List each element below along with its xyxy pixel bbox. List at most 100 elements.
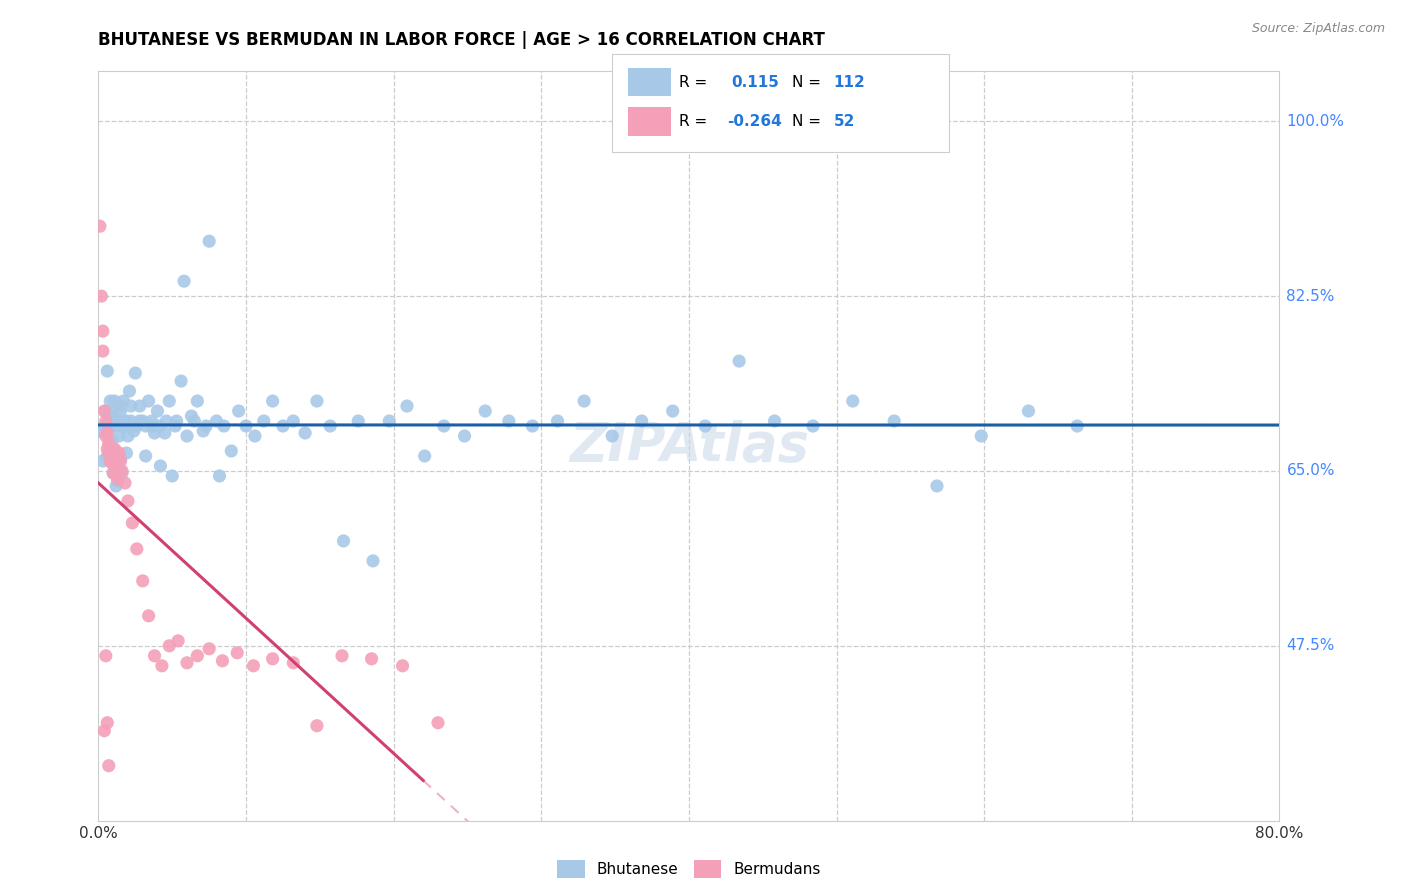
Point — [157, 394, 180, 409]
Point — [117, 419, 139, 434]
Point — [283, 656, 305, 670]
Point — [98, 394, 121, 409]
Point — [100, 419, 122, 434]
Point — [360, 652, 382, 666]
Point — [132, 574, 155, 588]
Text: BHUTANESE VS BERMUDAN IN LABOR FORCE | AGE > 16 CORRELATION CHART: BHUTANESE VS BERMUDAN IN LABOR FORCE | A… — [98, 31, 825, 49]
Point — [94, 648, 117, 663]
Point — [91, 324, 114, 338]
Point — [110, 404, 132, 418]
Point — [115, 446, 138, 460]
Point — [801, 419, 824, 434]
Point — [453, 429, 475, 443]
Point — [228, 404, 250, 418]
Point — [108, 414, 131, 428]
Point — [114, 475, 136, 490]
Point — [427, 715, 450, 730]
Point — [305, 394, 328, 409]
Point — [105, 458, 128, 473]
Point — [433, 419, 456, 434]
Point — [103, 466, 125, 480]
Point — [110, 454, 132, 468]
Point — [117, 429, 139, 443]
Point — [166, 414, 188, 428]
Point — [193, 424, 215, 438]
Point — [111, 419, 134, 434]
Point — [413, 449, 436, 463]
Point — [104, 419, 127, 434]
Point — [146, 404, 169, 418]
Point — [107, 414, 129, 428]
Point — [319, 419, 342, 434]
Point — [522, 419, 544, 434]
Text: Source: ZipAtlas.com: Source: ZipAtlas.com — [1251, 22, 1385, 36]
Point — [135, 419, 157, 434]
Point — [98, 454, 121, 468]
Point — [970, 429, 993, 443]
Point — [243, 429, 266, 443]
Point — [104, 442, 127, 456]
Text: 100.0%: 100.0% — [1286, 114, 1344, 128]
Point — [572, 394, 595, 409]
Point — [105, 414, 128, 428]
Point — [96, 425, 118, 440]
Point — [361, 554, 384, 568]
Point — [547, 414, 569, 428]
Point — [98, 442, 121, 456]
Point — [842, 394, 865, 409]
Point — [110, 452, 132, 467]
Point — [141, 419, 163, 434]
Point — [108, 429, 131, 443]
Legend: Bhutanese, Bermudans: Bhutanese, Bermudans — [551, 855, 827, 884]
Point — [347, 414, 370, 428]
Point — [143, 648, 166, 663]
Text: N =: N = — [792, 114, 821, 128]
Point — [115, 414, 138, 428]
Text: 82.5%: 82.5% — [1286, 289, 1334, 303]
Point — [93, 723, 115, 738]
Point — [167, 633, 190, 648]
Point — [125, 541, 148, 556]
Point — [235, 419, 257, 434]
Point — [93, 419, 115, 434]
Point — [226, 646, 249, 660]
Point — [100, 449, 122, 463]
Point — [108, 446, 131, 460]
Point — [114, 419, 136, 434]
Text: 65.0%: 65.0% — [1286, 464, 1334, 478]
Point — [305, 719, 328, 733]
Point — [120, 414, 142, 428]
Point — [498, 414, 520, 428]
Point — [96, 449, 118, 463]
Point — [135, 449, 157, 463]
Point — [97, 414, 120, 428]
Text: R =: R = — [679, 114, 707, 128]
Text: 0.115: 0.115 — [731, 75, 779, 89]
Text: N =: N = — [792, 75, 821, 89]
Point — [148, 419, 170, 434]
Point — [124, 419, 146, 434]
Point — [138, 608, 160, 623]
Point — [186, 648, 208, 663]
Point — [122, 424, 145, 438]
Point — [395, 399, 418, 413]
Point — [91, 344, 114, 359]
Point — [183, 414, 205, 428]
Point — [112, 394, 135, 409]
Point — [176, 656, 198, 670]
Point — [96, 715, 118, 730]
Point — [162, 469, 183, 483]
Point — [149, 458, 172, 473]
Point — [103, 409, 125, 423]
Text: 52: 52 — [834, 114, 855, 128]
Point — [294, 425, 316, 440]
Point — [103, 466, 125, 480]
Point — [253, 414, 276, 428]
Point — [1017, 404, 1039, 418]
Point — [173, 274, 195, 288]
Point — [283, 414, 305, 428]
Point — [97, 446, 120, 460]
Point — [107, 472, 129, 486]
Point — [97, 436, 120, 450]
Point — [212, 419, 235, 434]
